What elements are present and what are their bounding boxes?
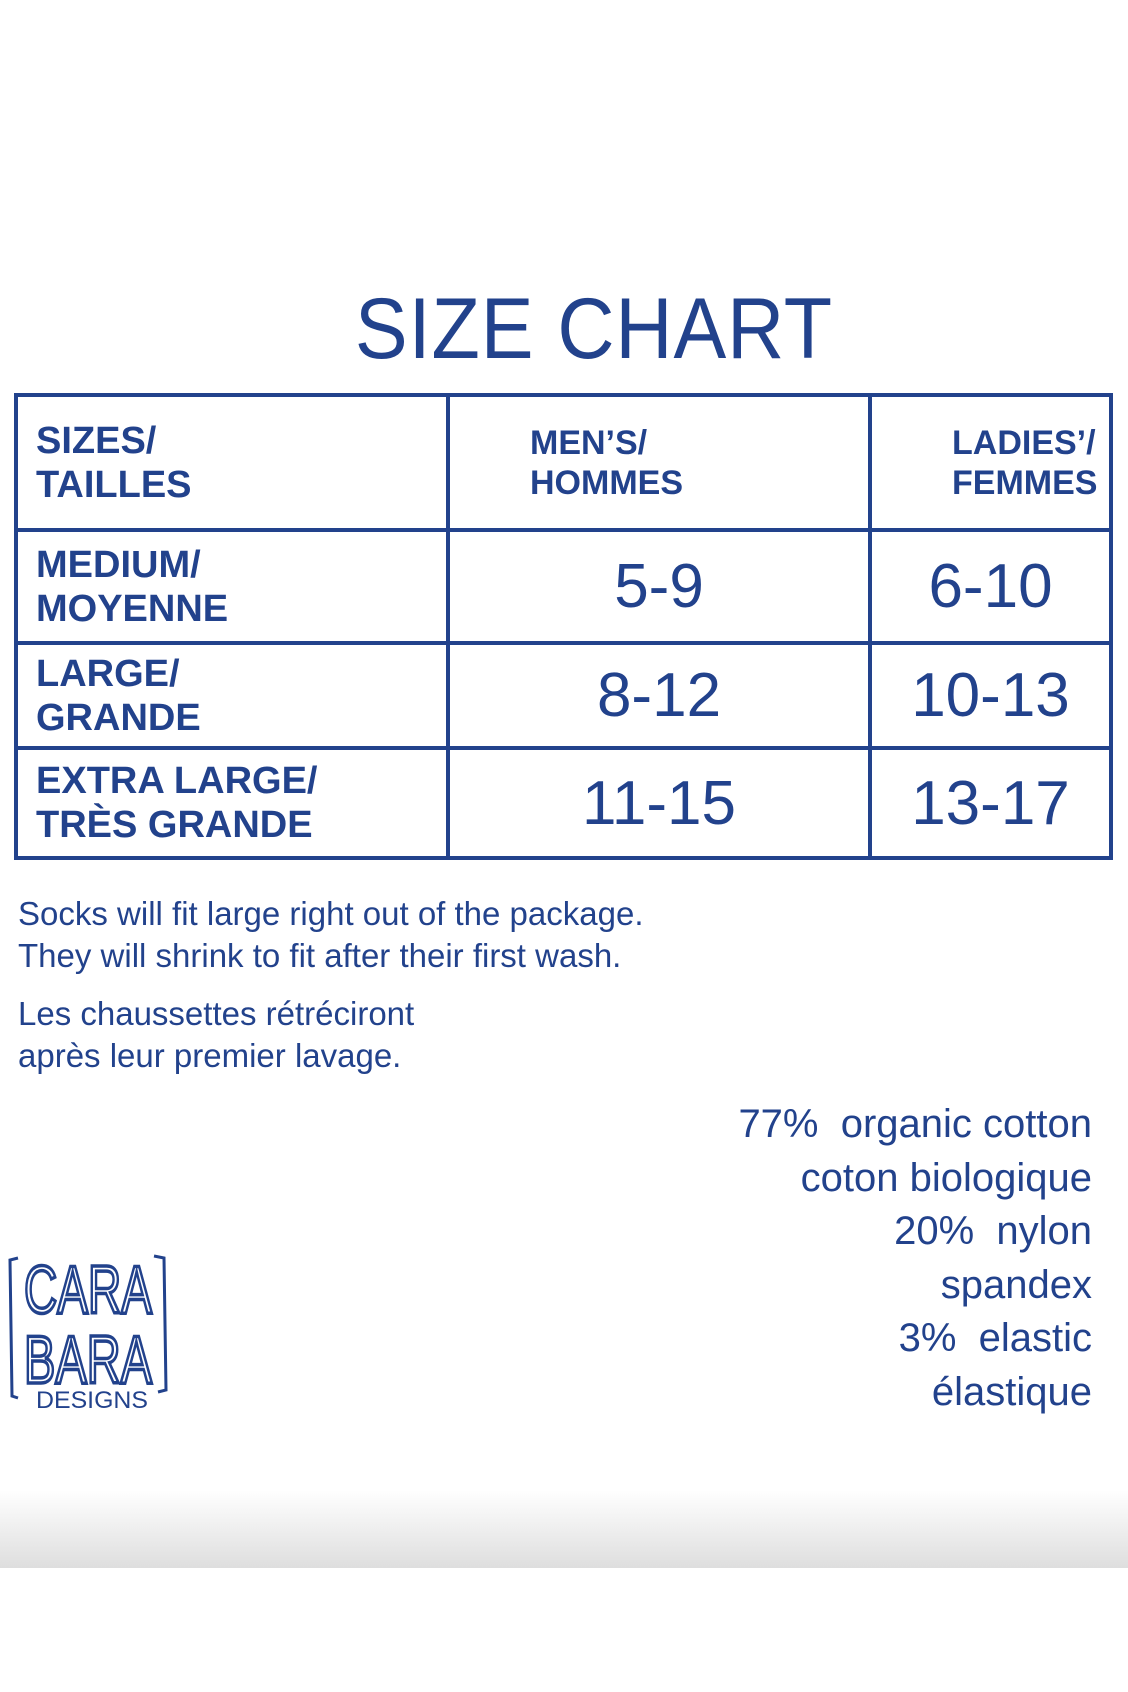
- header-ladies: LADIES’/FEMMES: [868, 393, 1113, 532]
- size-line: MOYENNE: [36, 587, 229, 630]
- note-line: They will shrink to fit after their firs…: [18, 937, 622, 974]
- size-line: LARGE/: [36, 652, 180, 695]
- table-row: EXTRA LARGE/TRÈS GRANDE 11-15 13-17: [14, 746, 1113, 860]
- mens-size: 11-15: [446, 746, 872, 860]
- ladies-size: 6-10: [868, 528, 1113, 645]
- svg-text:BARA: BARA: [24, 1322, 152, 1398]
- composition-line: 3% elastic: [898, 1316, 1092, 1360]
- size-line: TRÈS GRANDE: [36, 804, 313, 846]
- header-line: HOMMES: [530, 463, 683, 502]
- header-line: SIZES/: [36, 419, 157, 462]
- mens-size: 5-9: [446, 528, 872, 645]
- bottom-shadow-band: [0, 1490, 1128, 1568]
- note-line: Socks will fit large right out of the pa…: [18, 895, 644, 932]
- carabara-designs-logo: CARA BARA DESIGNS: [8, 1250, 168, 1413]
- size-label: EXTRA LARGE/TRÈS GRANDE: [14, 746, 450, 860]
- size-line: EXTRA LARGE/: [36, 760, 318, 802]
- size-label: MEDIUM/MOYENNE: [14, 528, 450, 645]
- table-header-row: SIZES/TAILLES MEN’S/HOMMES LADIES’/FEMME…: [14, 393, 1113, 532]
- size-line: GRANDE: [36, 696, 201, 739]
- header-line: TAILLES: [36, 463, 192, 506]
- header-sizes: SIZES/TAILLES: [14, 393, 450, 532]
- header-mens: MEN’S/HOMMES: [446, 393, 872, 532]
- page-title: SIZE CHART: [354, 281, 834, 377]
- fabric-composition: 77% organic cotton coton biologique 20% …: [738, 1098, 1092, 1419]
- ladies-size: 10-13: [868, 641, 1113, 750]
- svg-text:CARA: CARA: [24, 1252, 152, 1328]
- table-row: MEDIUM/MOYENNE 5-9 6-10: [14, 528, 1113, 645]
- composition-line: spandex: [940, 1262, 1092, 1307]
- size-line: MEDIUM/: [36, 543, 201, 586]
- note-english: Socks will fit large right out of the pa…: [18, 893, 644, 977]
- composition-line: 20% nylon: [894, 1209, 1092, 1253]
- note-line: après leur premier lavage.: [18, 1037, 402, 1074]
- size-chart-table: SIZES/TAILLES MEN’S/HOMMES LADIES’/FEMME…: [14, 393, 1113, 860]
- header-line: FEMMES: [952, 463, 1098, 502]
- composition-line: 77% organic cotton: [738, 1102, 1092, 1146]
- note-line: Les chaussettes rétréciront: [18, 995, 415, 1032]
- header-line: MEN’S/: [530, 423, 648, 462]
- note-french: Les chaussettes rétréciront après leur p…: [18, 993, 414, 1077]
- header-line: LADIES’/: [952, 423, 1096, 462]
- mens-size: 8-12: [446, 641, 872, 750]
- composition-line: coton biologique: [800, 1155, 1092, 1200]
- table-row: LARGE/GRANDE 8-12 10-13: [14, 641, 1113, 750]
- svg-text:DESIGNS: DESIGNS: [36, 1387, 148, 1413]
- size-label: LARGE/GRANDE: [14, 641, 450, 750]
- composition-line: élastique: [931, 1369, 1092, 1414]
- ladies-size: 13-17: [868, 746, 1113, 860]
